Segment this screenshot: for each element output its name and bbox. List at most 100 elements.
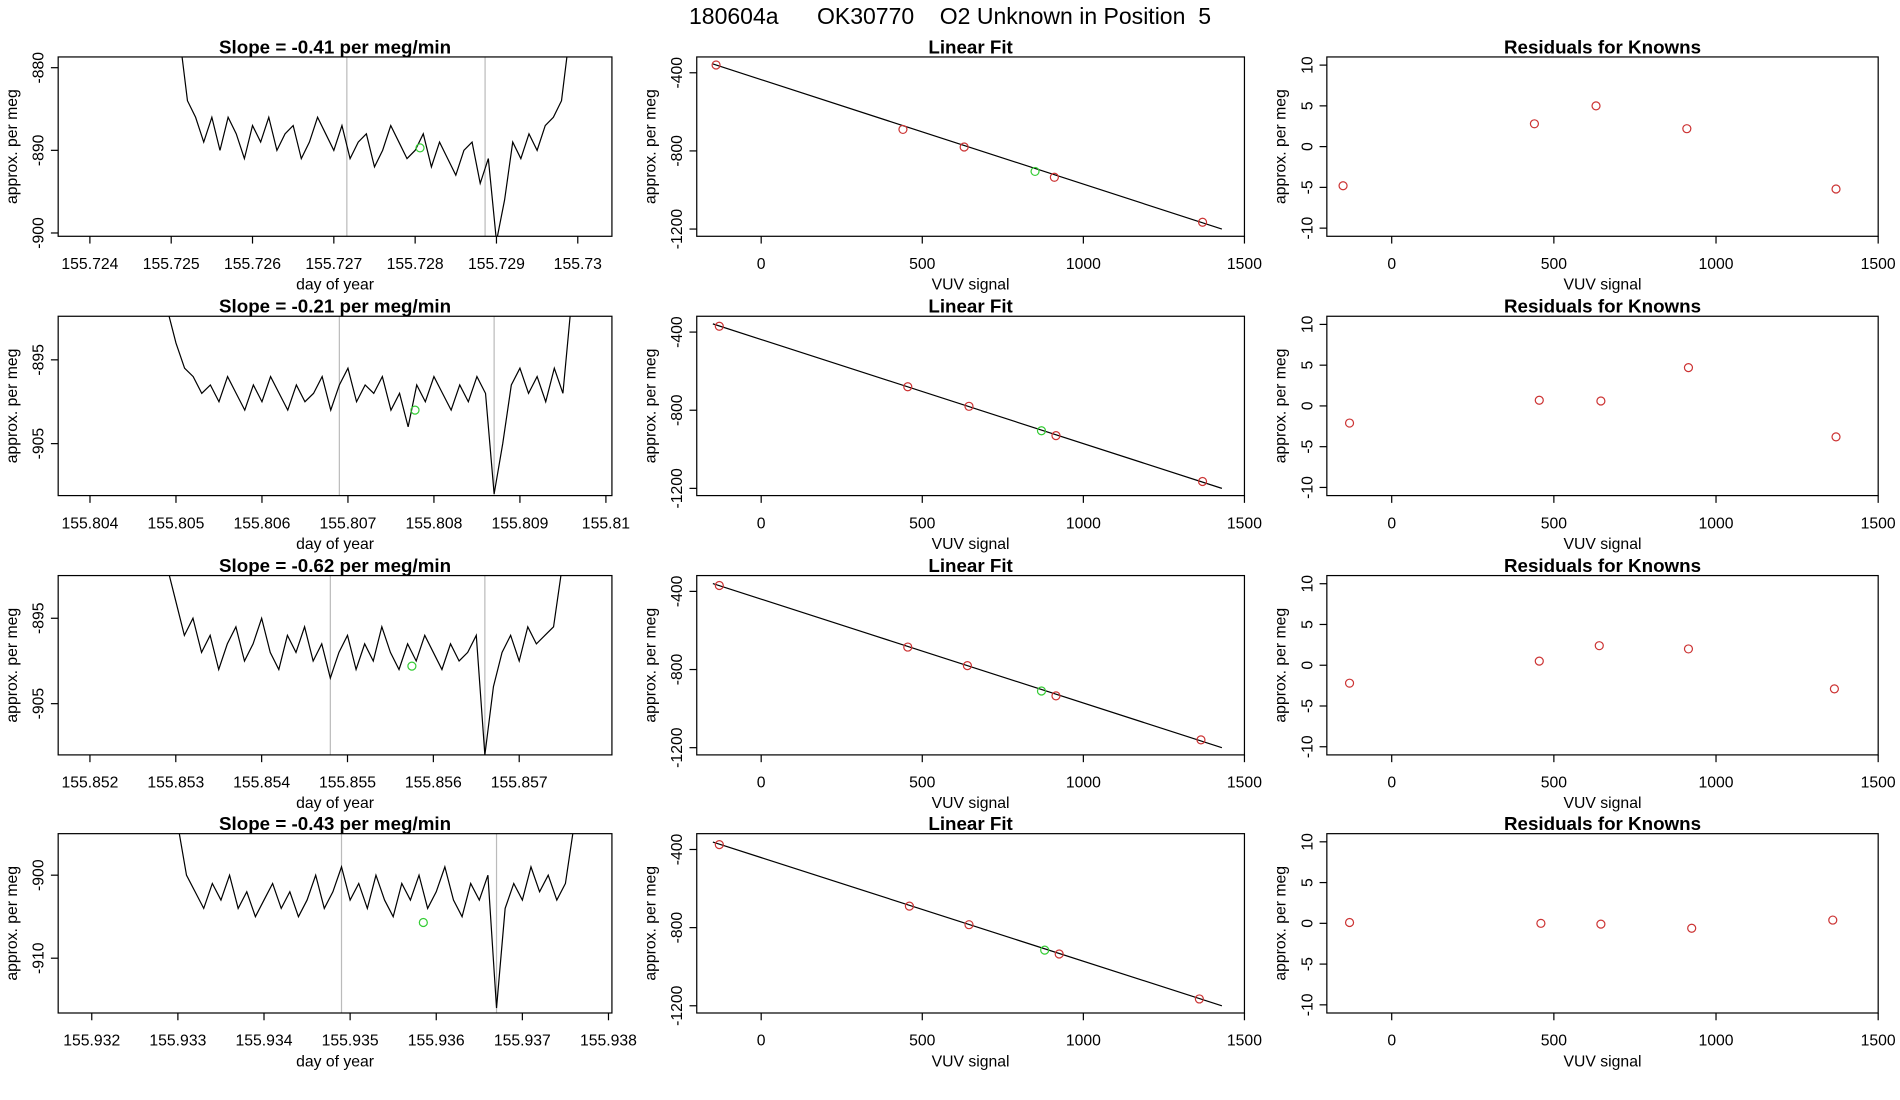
x-tick-label: 155.805 — [148, 515, 205, 532]
fit-line — [712, 841, 1223, 1007]
x-tick-label: 155.855 — [319, 775, 376, 792]
y-tick-label: 0 — [1299, 401, 1316, 410]
y-tick-label: -1200 — [669, 209, 686, 250]
x-axis-label: VUV signal — [1564, 1053, 1642, 1070]
x-tick-label: 155.933 — [149, 1033, 206, 1050]
data-point — [959, 142, 969, 152]
plot-area — [712, 321, 1223, 489]
plot-frame — [696, 574, 1246, 756]
y-tick-label: -400 — [669, 833, 686, 865]
x-tick-label: 155.936 — [408, 1033, 465, 1050]
y-tick-label: 5 — [1299, 620, 1316, 629]
data-point — [1596, 396, 1606, 406]
x-tick-label: 1000 — [1066, 256, 1101, 273]
y-axis-label: approx. per meg — [4, 89, 21, 204]
data-point — [1831, 432, 1841, 442]
x-axis-label: VUV signal — [1564, 277, 1642, 294]
panel: Linear Fit VUV signal approx. per meg 0 500 1… — [643, 36, 1263, 293]
data-point — [904, 901, 914, 911]
panel: Slope = -0.43 per meg/min day of year appr… — [4, 813, 637, 1070]
y-tick-label: -5 — [1299, 957, 1316, 971]
plot-area — [178, 833, 574, 1013]
y-tick-label: -900 — [31, 217, 48, 249]
x-tick-label: 500 — [1541, 775, 1568, 792]
x-tick-label: 155.935 — [322, 1033, 379, 1050]
x-tick-label: 1500 — [1861, 515, 1896, 532]
panel-title: Residuals for Knowns — [1504, 36, 1701, 57]
y-axis-label: approx. per meg — [4, 866, 21, 981]
x-tick-label: 155.725 — [143, 256, 200, 273]
data-point — [1344, 418, 1355, 428]
data-point — [714, 321, 724, 331]
plot-frame — [696, 315, 1246, 497]
data-point — [1536, 918, 1546, 928]
highlight-point — [1030, 166, 1040, 177]
x-tick-label: 1500 — [1227, 775, 1262, 792]
x-tick-label: 155.73 — [554, 256, 602, 273]
x-axis-label: VUV signal — [932, 277, 1010, 294]
data-point — [1051, 691, 1061, 701]
y-tick-label: -10 — [1299, 993, 1316, 1016]
panel-title: Residuals for Knowns — [1504, 296, 1701, 317]
y-tick-label: 0 — [1299, 919, 1316, 928]
x-tick-label: 500 — [1541, 1033, 1568, 1050]
y-tick-label: -400 — [669, 316, 686, 348]
y-tick-label: -1200 — [669, 985, 686, 1026]
highlight-point — [410, 405, 420, 415]
plot-area — [1338, 101, 1841, 194]
panel: Residuals for Knowns VUV signal approx. pe… — [1273, 555, 1896, 812]
data-point — [1344, 917, 1355, 928]
x-tick-label: 155.938 — [580, 1033, 637, 1050]
data-point — [1197, 476, 1208, 487]
y-axis-label: approx. per meg — [1273, 89, 1290, 204]
data-point — [711, 60, 721, 70]
data-point — [962, 661, 972, 671]
y-tick-label: -880 — [31, 52, 48, 84]
y-axis-label: approx. per meg — [1273, 349, 1290, 464]
fit-line — [712, 63, 1223, 230]
data-point — [1534, 656, 1544, 666]
plot-area — [712, 580, 1223, 749]
panel-title: Slope = -0.43 per meg/min — [219, 813, 451, 834]
y-axis-label: approx. per meg — [643, 349, 660, 464]
data-point — [1682, 124, 1692, 134]
data-point — [1197, 217, 1208, 227]
x-tick-label: 155.937 — [494, 1033, 551, 1050]
x-tick-label: 0 — [757, 515, 766, 532]
plot-area — [711, 60, 1223, 230]
y-tick-label: -10 — [1299, 476, 1316, 499]
x-tick-label: 155.853 — [147, 775, 204, 792]
data-point — [964, 920, 974, 930]
series-line — [181, 56, 568, 237]
x-tick-label: 155.806 — [233, 515, 290, 532]
x-tick-label: 1500 — [1861, 1033, 1896, 1050]
plot-area — [1344, 915, 1838, 933]
data-point — [1829, 684, 1840, 694]
x-tick-label: 1000 — [1066, 775, 1101, 792]
x-tick-label: 1000 — [1698, 1033, 1733, 1050]
y-axis-label: approx. per meg — [643, 866, 660, 981]
data-point — [1338, 181, 1348, 191]
panel-title: Slope = -0.62 per meg/min — [219, 555, 451, 576]
y-tick-label: 5 — [1299, 101, 1316, 110]
series-line — [168, 575, 562, 755]
panel-title: Linear Fit — [928, 36, 1013, 57]
data-point — [1054, 949, 1064, 959]
x-tick-label: 0 — [757, 256, 766, 273]
x-axis-label: day of year — [296, 536, 374, 553]
x-tick-label: 155.804 — [62, 515, 119, 532]
plot-area — [168, 575, 562, 755]
x-tick-label: 0 — [757, 1033, 766, 1050]
x-tick-label: 155.81 — [582, 515, 630, 532]
x-tick-label: 155.852 — [61, 775, 118, 792]
y-tick-label: 0 — [1299, 142, 1316, 151]
panel-title: Slope = -0.21 per meg/min — [219, 296, 451, 317]
plot-frame — [57, 833, 613, 1014]
panel-title: Slope = -0.41 per meg/min — [219, 36, 451, 57]
data-point — [1828, 915, 1838, 925]
y-tick-label: -5 — [1299, 699, 1316, 713]
y-tick-label: -800 — [669, 394, 686, 426]
x-tick-label: 155.934 — [236, 1033, 293, 1050]
